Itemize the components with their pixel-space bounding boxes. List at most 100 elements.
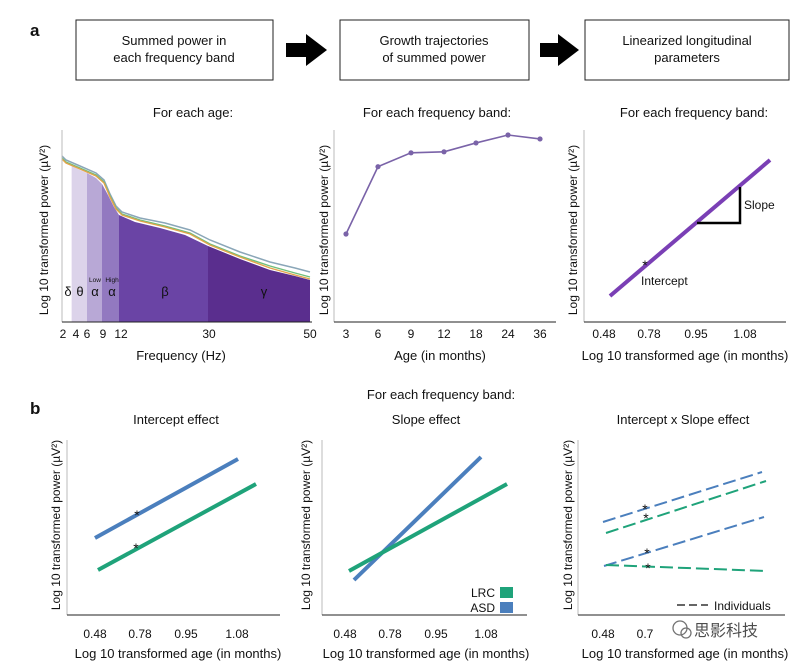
slope-label: Slope — [744, 198, 775, 212]
slope-effect-x-label: Log 10 transformed age (in months) — [323, 646, 530, 661]
freq-tick-6: 6 — [84, 327, 91, 341]
age-tick-24: 24 — [501, 327, 515, 341]
intercept-effect-lrc-star: * — [133, 540, 139, 556]
band-theta — [72, 166, 87, 322]
band-symbol-gamma: γ — [261, 284, 268, 299]
interaction-lrc-upper-line — [605, 480, 767, 534]
linearized-x-label: Log 10 transformed age (in months) — [582, 348, 789, 363]
intercept-effect-tick-095: 0.95 — [174, 627, 198, 641]
intercept-label: Intercept — [641, 274, 688, 288]
freq-tick-50: 50 — [303, 327, 317, 341]
slope-effect-tick-078: 0.78 — [378, 627, 402, 641]
intercept-effect-lrc-line — [97, 482, 257, 572]
band-high-alpha — [102, 184, 119, 322]
freq-tick-2: 2 — [60, 327, 67, 341]
freq-tick-4: 4 — [73, 327, 80, 341]
watermark: 思影科技 — [672, 620, 758, 640]
legend-lrc-label: LRC — [471, 586, 495, 600]
legend-lrc-swatch — [500, 587, 513, 598]
panel-b-caption: For each frequency band: — [367, 387, 515, 402]
slope-effect-lrc-line — [348, 482, 508, 573]
flow-box-3-line2: parameters — [654, 50, 720, 65]
intercept-effect-y-label: Log 10 transformed power (µV²) — [49, 440, 63, 610]
band-low-alpha — [87, 173, 102, 322]
interaction-star-4: * — [645, 560, 651, 576]
slope-triangle — [697, 187, 742, 225]
age-tick-36: 36 — [533, 327, 547, 341]
linearized-line — [608, 158, 772, 298]
flow-box-1-line2: each frequency band — [113, 50, 234, 65]
band-symbol-delta: δ — [64, 284, 71, 299]
spectrum-plot: δ θ α α Low High β γ 2 4 6 9 12 30 50 — [60, 130, 317, 341]
band-symbol-high-alpha: α — [108, 284, 116, 299]
caption-each-band-2: For each frequency band: — [620, 105, 768, 120]
band-beta — [119, 215, 208, 322]
age-tick-18: 18 — [469, 327, 483, 341]
caption-each-band-1: For each frequency band: — [363, 105, 511, 120]
intercept-effect-x-label: Log 10 transformed age (in months) — [75, 646, 282, 661]
interaction-star-3: * — [644, 545, 650, 561]
freq-tick-30: 30 — [202, 327, 216, 341]
spectrum-x-label: Frequency (Hz) — [136, 348, 226, 363]
trajectory-point-0 — [343, 231, 349, 237]
slope-effect-y-label: Log 10 transformed power (µV²) — [299, 440, 313, 610]
intercept-effect-asd-star: * — [134, 507, 140, 523]
band-symbol-theta: θ — [76, 284, 83, 299]
watermark-logo-icon-2 — [680, 627, 692, 639]
age-tick-6: 6 — [375, 327, 382, 341]
watermark-text: 思影科技 — [694, 622, 758, 640]
trajectory-marks — [343, 132, 543, 237]
lin-tick-108: 1.08 — [733, 327, 757, 341]
trajectory-point-3 — [441, 149, 447, 155]
spectrum-line-2 — [61, 157, 311, 278]
flow-box-2-line1: Growth trajectories — [379, 33, 489, 48]
slope-effect-tick-108: 1.08 — [474, 627, 498, 641]
trajectory-point-4 — [473, 140, 479, 146]
spectrum-line-3 — [61, 158, 311, 280]
lin-tick-095: 0.95 — [684, 327, 708, 341]
interaction-asd-upper-line — [602, 471, 763, 523]
flow-box-3-line1: Linearized longitudinal — [622, 33, 751, 48]
flow-arrow-icon-1 — [286, 34, 327, 66]
low-alpha-label: Low — [89, 277, 101, 284]
interaction-x-label: Log 10 transformed age (in months) — [582, 646, 789, 661]
interaction-tick-048: 0.48 — [591, 627, 615, 641]
intercept-effect-tick-078: 0.78 — [128, 627, 152, 641]
flow-box-1-line1: Summed power in — [122, 33, 227, 48]
lin-tick-078: 0.78 — [637, 327, 661, 341]
intercept-star: * — [642, 257, 648, 273]
flow-box-3 — [584, 19, 790, 81]
intercept-effect-tick-048: 0.48 — [83, 627, 107, 641]
spectrum-y-label: Log 10 transformed power (µV²) — [37, 145, 51, 315]
interaction-effect-y-label: Log 10 transformed power (µV²) — [561, 440, 575, 610]
flow-box-1 — [75, 19, 274, 81]
interaction-asd-lower-line — [603, 516, 765, 567]
panel-a-label: a — [30, 21, 40, 40]
caption-each-age: For each age: — [153, 105, 233, 120]
lin-tick-048: 0.48 — [592, 327, 616, 341]
slope-effect-asd-line — [352, 455, 483, 582]
slope-effect-tick-095: 0.95 — [424, 627, 448, 641]
interaction-tick-07: 0.7 — [637, 627, 654, 641]
flow-box-2-line2: of summed power — [382, 50, 486, 65]
flow-arrow-icon-2 — [540, 34, 579, 66]
age-tick-12: 12 — [437, 327, 451, 341]
freq-tick-9: 9 — [100, 327, 107, 341]
slope-effect-title: Slope effect — [392, 412, 461, 427]
interaction-star-1: * — [642, 501, 648, 517]
legend-individuals-label: Individuals — [714, 599, 771, 613]
high-alpha-label: High — [105, 277, 119, 284]
interaction-star-2: * — [643, 510, 649, 526]
band-gamma — [208, 246, 310, 322]
intercept-effect-asd-line — [94, 457, 239, 540]
intercept-effect-title: Intercept effect — [133, 412, 219, 427]
trajectory-point-2 — [408, 150, 414, 156]
trajectory-point-1 — [375, 164, 381, 170]
legend-asd-label: ASD — [470, 601, 495, 615]
spectrum-line-1 — [61, 155, 311, 273]
age-tick-3: 3 — [343, 327, 350, 341]
linearized-y-label: Log 10 transformed power (µV²) — [566, 145, 580, 315]
interaction-effect-title: Intercept x Slope effect — [617, 412, 750, 427]
interaction-lrc-lower-line — [605, 564, 767, 572]
